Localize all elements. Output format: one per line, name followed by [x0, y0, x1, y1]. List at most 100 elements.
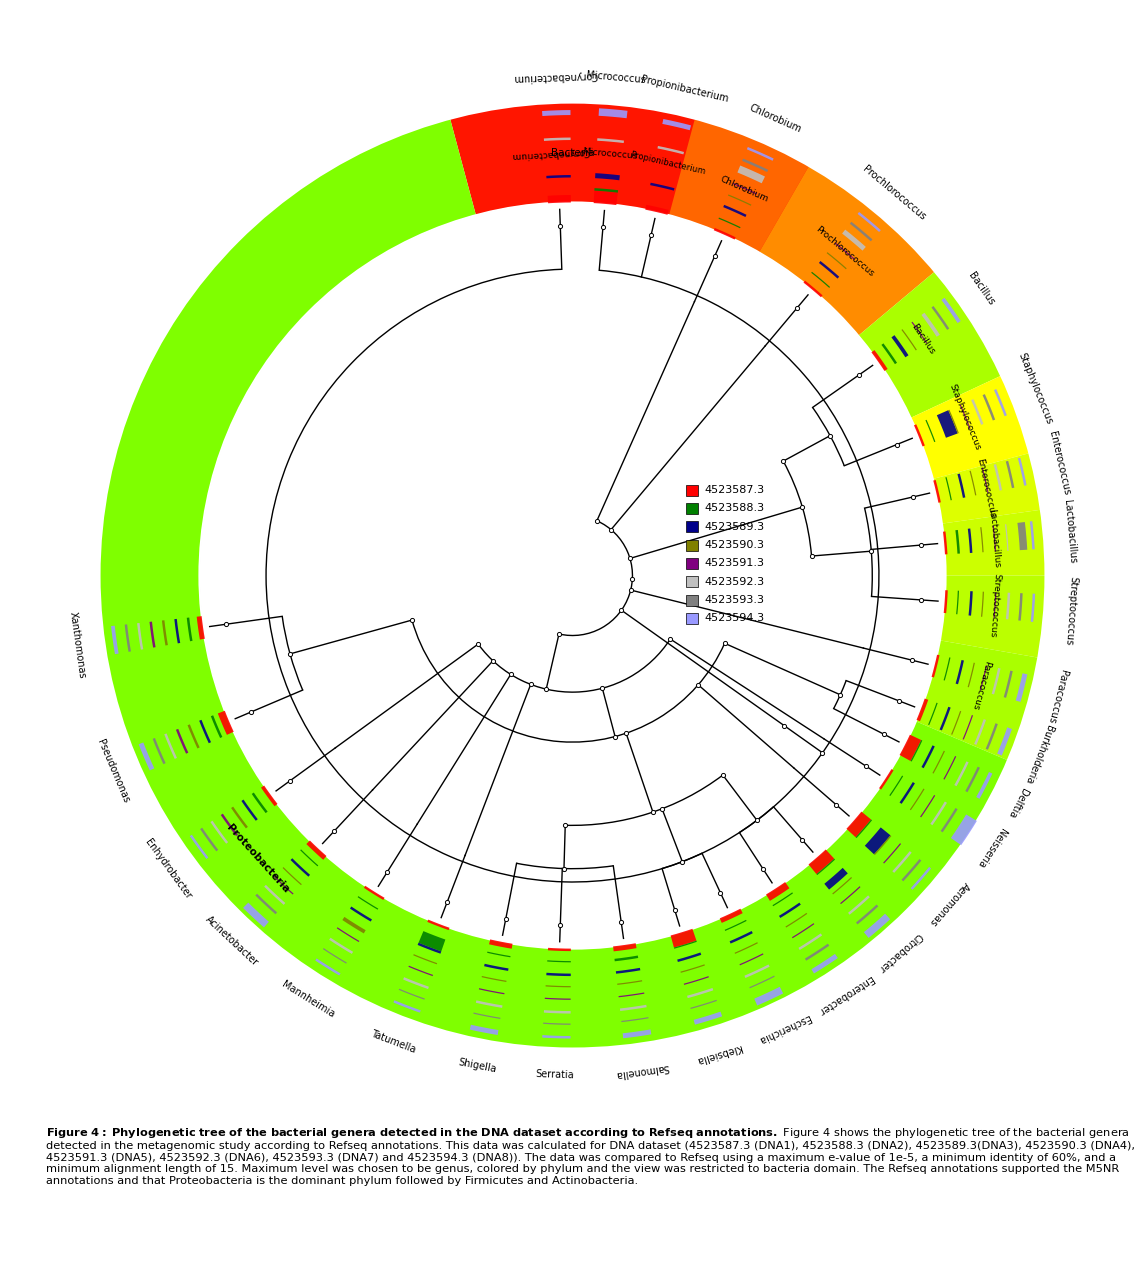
Wedge shape	[218, 711, 234, 735]
Wedge shape	[671, 929, 696, 948]
Text: Mannheimia: Mannheimia	[279, 978, 335, 1019]
Wedge shape	[329, 938, 353, 954]
Wedge shape	[545, 998, 570, 1000]
Text: Salmonella: Salmonella	[615, 1062, 670, 1079]
Wedge shape	[940, 808, 957, 833]
Wedge shape	[942, 510, 1045, 576]
Wedge shape	[879, 769, 893, 789]
Wedge shape	[548, 948, 571, 952]
Text: Paracoccus: Paracoccus	[1045, 669, 1068, 724]
Wedge shape	[883, 843, 901, 863]
Wedge shape	[950, 815, 977, 845]
Wedge shape	[827, 252, 846, 270]
Wedge shape	[261, 785, 277, 806]
Wedge shape	[1029, 521, 1035, 550]
Wedge shape	[943, 657, 950, 680]
Text: Escherichia: Escherichia	[756, 1012, 811, 1045]
Wedge shape	[720, 908, 743, 923]
Bar	[686, 613, 698, 624]
Wedge shape	[890, 775, 903, 796]
Wedge shape	[543, 1023, 570, 1024]
Wedge shape	[859, 271, 1001, 418]
Wedge shape	[943, 590, 948, 613]
Bar	[686, 485, 698, 495]
Wedge shape	[960, 404, 971, 430]
Wedge shape	[479, 989, 505, 994]
Text: Staphylococcus: Staphylococcus	[947, 382, 982, 451]
Text: 4523590.3: 4523590.3	[704, 540, 765, 550]
Wedge shape	[211, 821, 228, 844]
Text: Corynebacterium: Corynebacterium	[511, 147, 590, 160]
Text: 4523592.3: 4523592.3	[704, 577, 765, 587]
Text: Enterococcus: Enterococcus	[1048, 430, 1072, 496]
Wedge shape	[792, 923, 814, 939]
Wedge shape	[547, 194, 571, 203]
Wedge shape	[150, 622, 156, 647]
Wedge shape	[662, 119, 692, 130]
Wedge shape	[403, 977, 429, 989]
Wedge shape	[315, 958, 340, 976]
Wedge shape	[174, 619, 180, 643]
Text: 4523591.3: 4523591.3	[704, 559, 765, 568]
Wedge shape	[970, 471, 977, 495]
Wedge shape	[469, 1024, 498, 1035]
Wedge shape	[725, 920, 747, 931]
Wedge shape	[863, 913, 890, 938]
Text: Citrobacter: Citrobacter	[876, 931, 924, 975]
Wedge shape	[981, 592, 984, 616]
Wedge shape	[687, 987, 713, 998]
Circle shape	[199, 202, 946, 949]
Wedge shape	[409, 966, 433, 976]
Text: Tatumella: Tatumella	[370, 1028, 417, 1055]
Wedge shape	[594, 188, 618, 193]
Text: Enhydrobacter: Enhydrobacter	[143, 838, 194, 902]
Text: 4523588.3: 4523588.3	[704, 504, 765, 513]
Wedge shape	[418, 943, 441, 954]
Wedge shape	[650, 183, 674, 191]
Wedge shape	[669, 119, 810, 252]
Text: Xanthomonas: Xanthomonas	[68, 611, 87, 679]
Wedge shape	[916, 641, 1039, 760]
Wedge shape	[951, 711, 962, 735]
Wedge shape	[901, 329, 917, 350]
Text: Micrococcus: Micrococcus	[586, 70, 646, 86]
Wedge shape	[997, 728, 1012, 756]
Text: 4523589.3: 4523589.3	[704, 522, 765, 532]
Wedge shape	[413, 954, 437, 964]
Wedge shape	[618, 993, 645, 998]
Wedge shape	[598, 138, 624, 143]
Wedge shape	[921, 796, 935, 817]
Wedge shape	[677, 953, 701, 962]
Wedge shape	[231, 807, 248, 829]
Wedge shape	[646, 205, 669, 215]
Wedge shape	[900, 781, 915, 804]
Wedge shape	[812, 954, 838, 973]
Wedge shape	[925, 420, 935, 443]
Wedge shape	[1004, 670, 1012, 698]
Wedge shape	[1005, 524, 1009, 551]
Bar	[686, 595, 698, 605]
Wedge shape	[613, 943, 637, 952]
Wedge shape	[957, 473, 965, 498]
Wedge shape	[900, 734, 922, 761]
Wedge shape	[980, 527, 984, 553]
Wedge shape	[187, 618, 192, 641]
Wedge shape	[544, 1010, 570, 1013]
Text: Serratia: Serratia	[536, 1069, 575, 1081]
Wedge shape	[816, 858, 835, 875]
Wedge shape	[546, 175, 570, 178]
Wedge shape	[846, 812, 871, 838]
Wedge shape	[965, 766, 980, 792]
Wedge shape	[969, 591, 973, 615]
Wedge shape	[100, 119, 1008, 1049]
Wedge shape	[932, 306, 949, 330]
Wedge shape	[977, 773, 993, 799]
Wedge shape	[805, 944, 829, 961]
Wedge shape	[929, 702, 938, 725]
Wedge shape	[910, 789, 924, 811]
Wedge shape	[337, 927, 360, 943]
Wedge shape	[980, 665, 987, 691]
Text: Bacillus: Bacillus	[910, 322, 937, 356]
Wedge shape	[307, 840, 326, 859]
Wedge shape	[476, 1000, 503, 1008]
